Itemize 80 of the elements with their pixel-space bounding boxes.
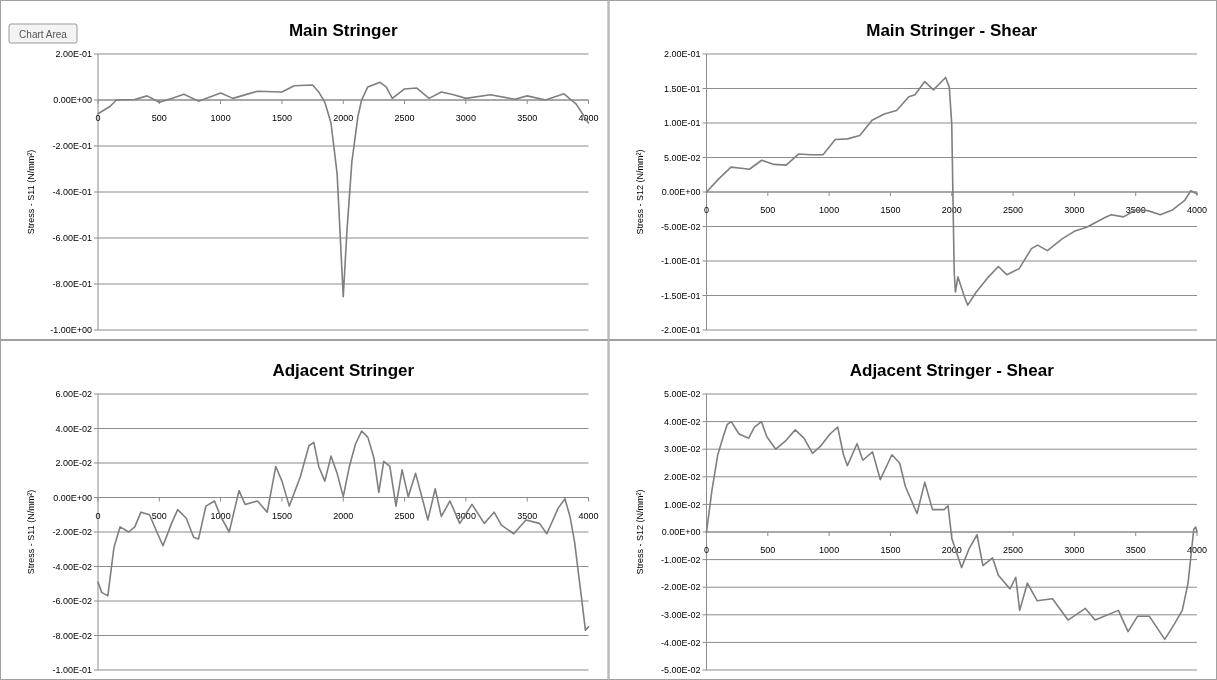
x-tick-label: 1000: [210, 113, 231, 123]
y-tick-label: -2.00E-01: [52, 141, 92, 152]
y-tick-label: -6.00E-01: [52, 233, 92, 244]
x-tick-label: 4000: [578, 113, 599, 123]
x-tick-label: 500: [151, 510, 167, 521]
x-tick-label: 4000: [1186, 205, 1208, 215]
y-tick-label: -1.00E-01: [52, 665, 92, 676]
y-tick-label: 0.00E+00: [53, 95, 92, 106]
x-tick-label: 3500: [517, 113, 538, 123]
y-tick-label: -1.50E-01: [660, 290, 701, 301]
y-tick-label: -2.00E-02: [660, 582, 701, 593]
y-tick-label: 1.00E-02: [663, 499, 701, 510]
x-tick-label: 3500: [517, 510, 538, 521]
x-tick-label: 500: [760, 545, 776, 555]
y-tick-label: -1.00E-01: [660, 256, 701, 267]
x-tick-label: 2500: [394, 510, 415, 521]
x-tick-label: 1500: [271, 510, 292, 521]
y-tick-label: -1.00E-02: [660, 554, 701, 565]
y-tick-label: 0.00E+00: [661, 187, 701, 198]
chart-title: Adjacent Stringer - Shear: [849, 361, 1055, 380]
text: Chart Area: [19, 28, 68, 40]
y-tick-label: 0.00E+00: [661, 527, 701, 538]
x-tick-label: 3000: [1064, 545, 1085, 555]
x-tick-label: 4000: [1186, 545, 1208, 555]
y-axis-title: Stress - S12 (N/mm²): [634, 489, 645, 575]
chart-title: Main Stringer: [288, 21, 398, 40]
y-tick-label: -4.00E-01: [52, 187, 92, 198]
x-tick-label: 3000: [1064, 205, 1085, 215]
y-tick-label: -4.00E-02: [52, 561, 92, 572]
x-tick-label: 0: [95, 510, 101, 521]
x-tick-label: 2000: [333, 113, 354, 123]
x-tick-label: 4000: [578, 510, 599, 521]
x-tick-label: 2000: [941, 205, 962, 215]
x-tick-label: 2500: [1003, 545, 1024, 555]
x-tick-label: 1000: [210, 510, 231, 521]
y-tick-label: 2.00E-01: [55, 49, 92, 60]
y-axis-title: Stress - S11 (N/mm²): [26, 489, 36, 575]
x-tick-label: 500: [760, 205, 776, 215]
y-tick-label: 4.00E-02: [663, 416, 701, 427]
y-tick-label: 5.00E-02: [663, 389, 701, 400]
y-tick-label: 3.00E-02: [663, 444, 701, 455]
y-tick-label: 2.00E-01: [663, 49, 701, 60]
x-tick-label: 1500: [880, 205, 901, 215]
x-tick-label: 500: [151, 113, 167, 123]
y-axis-title: Stress - S12 (N/mm²): [634, 149, 645, 235]
y-tick-label: -2.00E-01: [660, 325, 701, 336]
x-tick-label: 3000: [455, 113, 476, 123]
y-tick-label: 5.00E-02: [663, 152, 701, 163]
y-tick-label: 2.00E-02: [55, 458, 92, 469]
y-tick-label: -5.00E-02: [660, 665, 701, 676]
y-tick-label: 2.00E-02: [663, 471, 701, 482]
y-tick-label: 1.00E-01: [663, 118, 701, 129]
y-tick-label: -2.00E-02: [52, 527, 92, 538]
y-tick-label: 1.50E-01: [663, 83, 701, 94]
x-tick-label: 2500: [394, 113, 415, 123]
x-tick-label: 3000: [455, 510, 476, 521]
x-tick-label: 0: [703, 545, 710, 555]
x-tick-label: 1000: [819, 205, 840, 215]
y-axis-title: Stress - S11 (N/mm²): [26, 149, 36, 235]
x-tick-label: 1000: [819, 545, 840, 555]
y-tick-label: -3.00E-02: [660, 609, 701, 620]
y-tick-label: -8.00E-02: [52, 630, 92, 641]
y-tick-label: 6.00E-02: [55, 389, 92, 400]
y-tick-label: -8.00E-01: [52, 279, 92, 290]
x-tick-label: 2000: [333, 510, 354, 521]
y-tick-label: -4.00E-02: [660, 637, 701, 648]
x-tick-label: 3500: [1125, 545, 1146, 555]
y-tick-label: -5.00E-02: [660, 221, 701, 232]
y-tick-label: -6.00E-02: [52, 596, 92, 607]
x-tick-label: 0: [703, 205, 710, 215]
chart-title: Adjacent Stringer: [272, 361, 415, 380]
y-tick-label: 0.00E+00: [53, 492, 92, 503]
x-tick-label: 1500: [880, 545, 901, 555]
x-tick-label: 1500: [271, 113, 292, 123]
x-tick-label: 2500: [1003, 205, 1024, 215]
y-tick-label: 4.00E-02: [55, 423, 92, 434]
y-tick-label: -1.00E+00: [50, 325, 92, 336]
x-tick-label: 2000: [941, 545, 962, 555]
x-tick-label: 0: [95, 113, 101, 123]
chart-title: Main Stringer - Shear: [866, 21, 1038, 40]
